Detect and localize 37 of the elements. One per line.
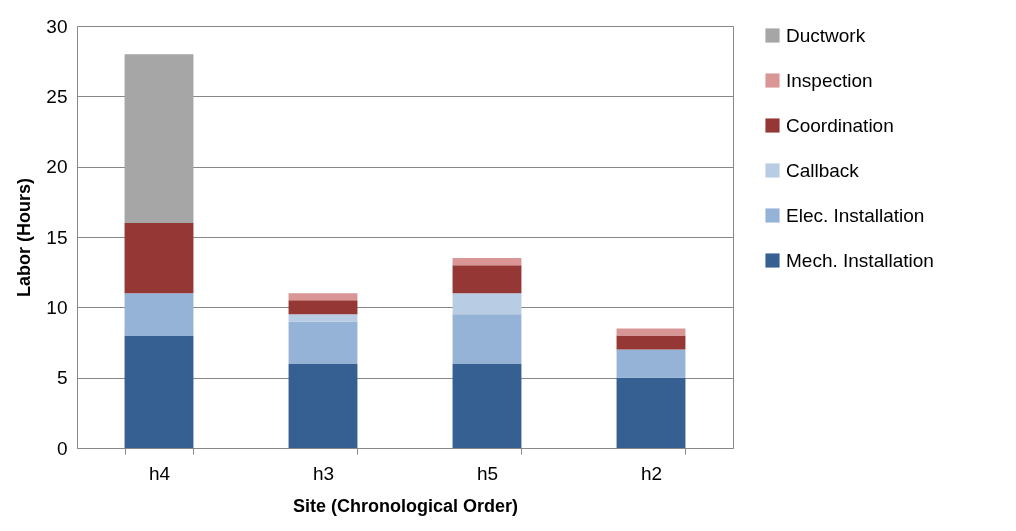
bar xyxy=(452,314,522,364)
legend-label: Inspection xyxy=(786,69,873,91)
bar xyxy=(288,300,358,315)
y-tick-label: 15 xyxy=(46,226,68,248)
x-tick-label: h4 xyxy=(148,462,171,484)
legend-label: Ductwork xyxy=(786,24,866,46)
bar xyxy=(288,321,358,364)
y-tick-label: 0 xyxy=(56,437,68,459)
legend-label: Coordination xyxy=(786,114,894,136)
x-tick-label: h5 xyxy=(476,462,499,484)
y-axis-title: Labor (Hours) xyxy=(14,178,35,297)
bar xyxy=(616,328,686,336)
legend-label: Elec. Installation xyxy=(786,204,925,226)
legend-label: Mech. Installation xyxy=(786,249,934,271)
bar xyxy=(124,293,194,336)
bar xyxy=(616,349,686,378)
x-tick-label: h3 xyxy=(312,462,335,484)
bar xyxy=(288,293,358,301)
bar xyxy=(124,54,194,223)
bar xyxy=(124,222,194,294)
bar xyxy=(288,363,358,448)
bar xyxy=(616,335,686,350)
bar xyxy=(616,377,686,448)
bar xyxy=(288,314,358,322)
y-tick-label: 10 xyxy=(46,296,68,318)
y-tick-label: 25 xyxy=(46,85,68,107)
bar xyxy=(452,363,522,448)
y-tick-label: 30 xyxy=(46,15,68,37)
y-tick-label: 5 xyxy=(56,367,68,389)
bar xyxy=(124,335,194,448)
x-tick-label: h2 xyxy=(640,462,663,484)
bar xyxy=(452,258,522,266)
bar xyxy=(452,293,522,315)
bar xyxy=(452,265,522,294)
x-axis-title: Site (Chronological Order) xyxy=(292,495,519,516)
y-tick-label: 20 xyxy=(46,156,68,178)
legend-label: Callback xyxy=(786,159,860,181)
